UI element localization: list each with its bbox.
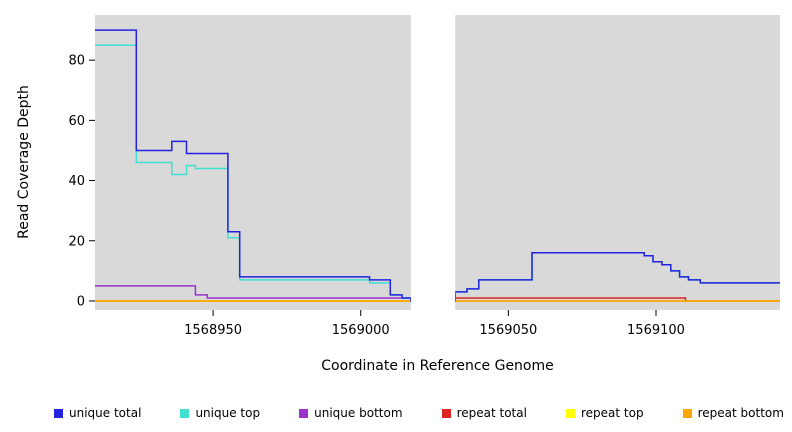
legend-item-unique-total: unique total [54,406,141,420]
x-tick-label: 1568950 [184,323,242,338]
y-axis-label: Read Coverage Depth [16,85,32,239]
legend-item-unique-bottom: unique bottom [299,406,403,420]
y-tick-label: 40 [68,174,85,189]
legend-item-unique-top: unique top [180,406,260,420]
y-tick-label: 60 [68,114,85,129]
legend-label: unique bottom [314,406,403,420]
x-axis-label: Coordinate in Reference Genome [321,358,554,374]
legend-item-repeat-top: repeat top [565,406,644,420]
legend-label: repeat bottom [697,406,784,420]
legend-label: repeat top [580,406,644,420]
legend: unique total unique top unique bottom repea… [54,406,784,420]
legend-item-repeat-bottom: repeat bottom [682,406,784,420]
y-tick-label: 80 [68,54,85,69]
series-unique-total [95,29,780,302]
x-tick-label: 1569050 [479,323,537,338]
y-tick-label: 0 [77,294,85,309]
x-tick-label: 1569000 [332,323,390,338]
legend-swatch-icon [682,408,692,418]
y-tick-label: 20 [68,234,85,249]
legend-swatch-icon [565,408,575,418]
legend-swatch-icon [180,408,190,418]
legend-label: unique total [69,406,142,420]
legend-swatch-icon [54,408,63,418]
legend-swatch-icon [299,408,309,418]
legend-label: repeat total [456,406,527,420]
legend-swatch-icon [441,408,451,418]
masked-region [410,15,456,310]
legend-item-repeat-total: repeat total [441,406,527,420]
x-tick-label: 1569100 [627,323,685,338]
legend-label: unique top [195,406,261,420]
